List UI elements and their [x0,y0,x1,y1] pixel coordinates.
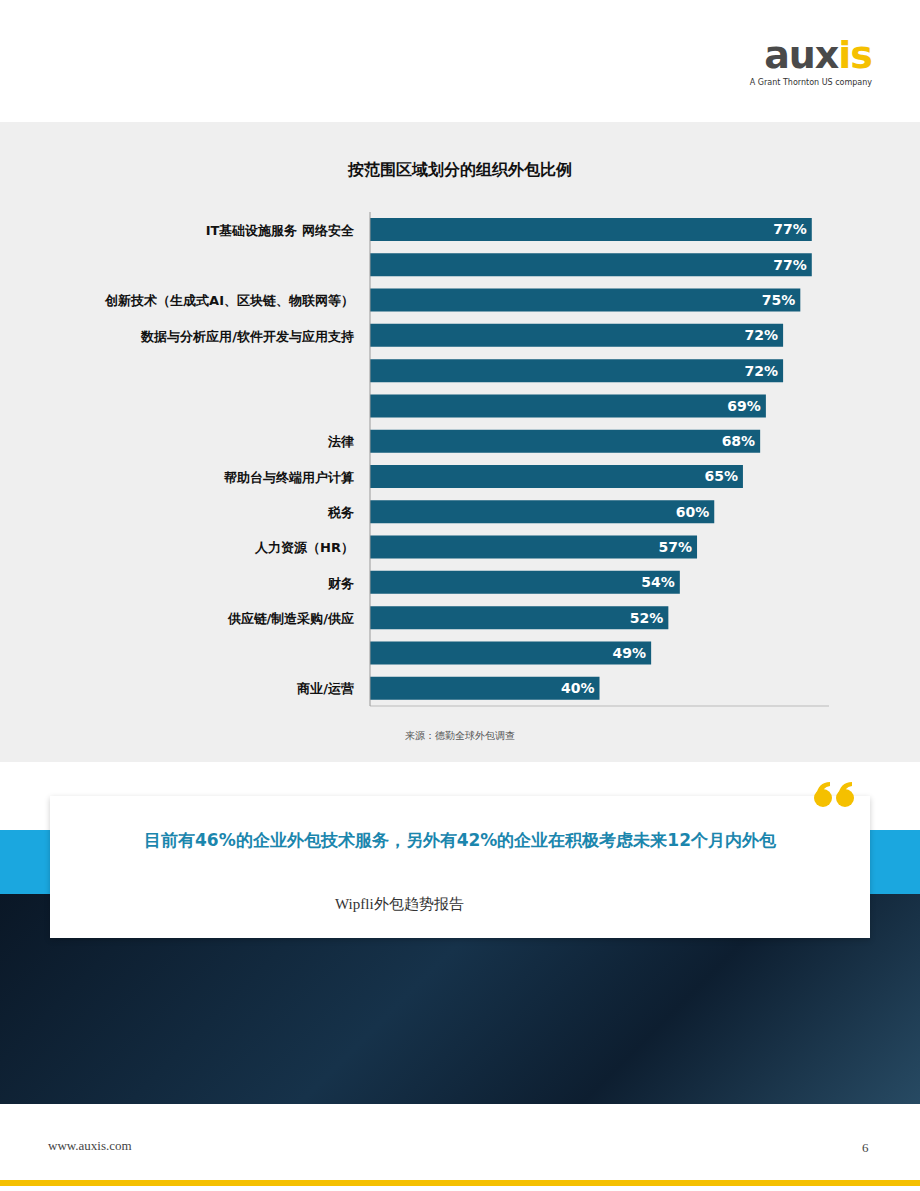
svg-text:人力资源（HR）: 人力资源（HR） [254,540,354,555]
html-text:aux is: aux is [764,33,872,77]
svg-text:75%: 75% [762,292,796,308]
svg-text:54%: 54% [641,574,675,590]
svg-text:法律: 法律 [327,434,354,449]
html-text:来源：德勤全球外包调查: 来源：德勤全球外包调查 [405,730,515,741]
html-text:目前有46%的企业外包技术服务，另外有42%的企业在积极考虑: 目前有46%的企业外包技术服务，另外有42%的企业在积极考虑未来12个月内外包 [144,830,776,850]
svg-text:数据与分析应用/软件开发与应用支持: 数据与分析应用/软件开发与应用支持 [140,329,354,344]
svg-text:72%: 72% [745,327,779,343]
svg-text:65%: 65% [704,468,738,484]
svg-text:税务: 税务 [327,505,354,520]
svg-text:创新技术（生成式AI、区块链、物联网等）: 创新技术（生成式AI、区块链、物联网等） [104,293,354,308]
svg-text:72%: 72% [745,363,779,379]
svg-text:供应链/制造采购/供应: 供应链/制造采购/供应 [227,611,355,626]
svg-text:68%: 68% [722,433,756,449]
html-text:按范围区域划分的组织外包比例: 按范围区域划分的组织外包比例 [348,160,572,179]
svg-text:财务: 财务 [327,576,354,591]
svg-text:77%: 77% [773,257,807,273]
svg-text:52%: 52% [630,610,664,626]
html-text:A Grant Thornton US company: A Grant Thornton US company [749,78,872,87]
svg-text:69%: 69% [727,398,761,414]
html-text:6: 6 [862,1140,869,1155]
svg-text:商业/运营: 商业/运营 [296,681,354,696]
svg-text:帮助台与终端用户计算: 帮助台与终端用户计算 [223,470,354,485]
html-text:Wipfli外包趋势报告: Wipfli外包趋势报告 [335,896,464,912]
html-text:www.auxis.com: www.auxis.com [48,1138,132,1153]
svg-text:60%: 60% [676,504,710,520]
svg-text:57%: 57% [659,539,693,555]
svg-text:IT基础设施服务 网络安全: IT基础设施服务 网络安全 [206,223,355,238]
svg-text:49%: 49% [613,645,647,661]
svg-text:40%: 40% [561,680,595,696]
svg-text:77%: 77% [773,221,807,237]
